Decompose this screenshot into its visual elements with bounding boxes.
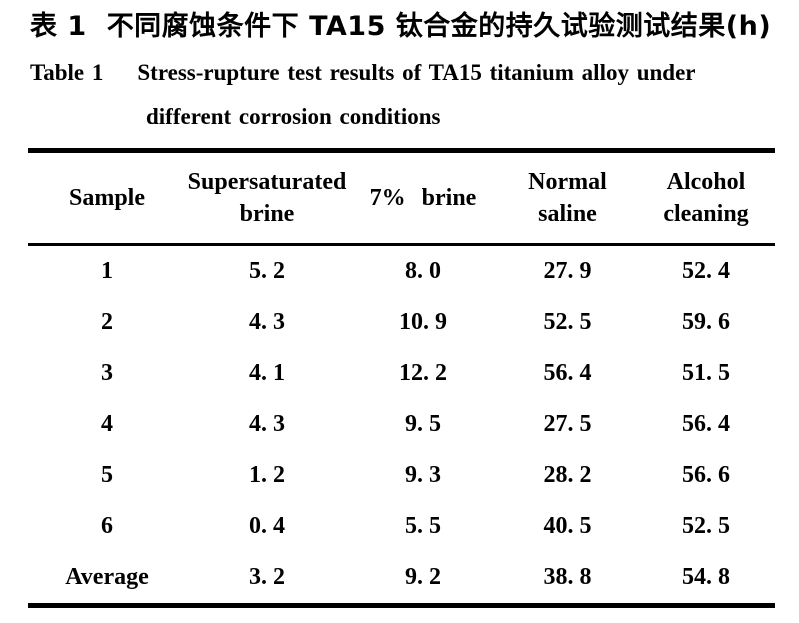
value-cell: 38. 8 xyxy=(543,564,592,590)
row-label-cell: 6 xyxy=(101,513,113,539)
value-cell: 40. 5 xyxy=(543,513,592,539)
value-cell: 0. 4 xyxy=(249,513,285,539)
row-label-cell: 3 xyxy=(101,360,113,386)
value-cell: 56. 4 xyxy=(543,360,592,386)
value-cell: 52. 5 xyxy=(543,309,592,335)
column-header-brine-7pct: 7% brine xyxy=(348,150,498,246)
row-label-cell: 2 xyxy=(101,309,113,335)
table-row: Average 3. 2 9. 2 38. 8 54. 8 xyxy=(28,552,775,606)
table-row: 5 1. 2 9. 3 28. 2 56. 6 xyxy=(28,450,775,501)
table-row: 6 0. 4 5. 5 40. 5 52. 5 xyxy=(28,501,775,552)
caption-chinese-label: 表 1 xyxy=(30,11,87,42)
row-label-cell: 4 xyxy=(101,411,113,437)
value-cell: 9. 2 xyxy=(405,564,441,590)
table-header-row: Sample Supersaturated brine 7% brine Normal s… xyxy=(28,150,775,246)
table-body: 1 5. 2 8. 0 27. 9 52. 4 2 4. 3 10. 9 52. 5 59. 6 3… xyxy=(28,245,775,606)
value-cell: 4. 1 xyxy=(249,360,285,386)
value-cell: 12. 2 xyxy=(399,360,447,386)
value-cell: 4. 3 xyxy=(249,309,285,335)
value-cell: 27. 5 xyxy=(543,411,592,437)
value-cell: 27. 9 xyxy=(543,258,592,284)
column-header-supersaturated-brine: Supersaturated brine xyxy=(186,150,348,246)
value-cell: 56. 4 xyxy=(682,411,730,437)
value-cell: 52. 5 xyxy=(682,513,730,539)
column-header-sample: Sample xyxy=(28,150,186,246)
value-cell: 9. 3 xyxy=(405,462,441,488)
caption-english-line2: different corrosion conditions xyxy=(146,104,441,129)
value-cell: 3. 2 xyxy=(249,564,285,590)
caption-english-title: Stress-rupture test results of TA15 tita… xyxy=(137,60,696,85)
value-cell: 56. 6 xyxy=(682,462,730,488)
value-cell: 5. 5 xyxy=(405,513,441,539)
table-row: 2 4. 3 10. 9 52. 5 59. 6 xyxy=(28,297,775,348)
row-label-cell: Average xyxy=(65,564,149,590)
value-cell: 1. 2 xyxy=(249,462,285,488)
column-header-alcohol-cleaning: Alcohol cleaning xyxy=(637,150,775,246)
value-cell: 59. 6 xyxy=(682,309,730,335)
row-label-cell: 5 xyxy=(101,462,113,488)
caption-chinese-title: 不同腐蚀条件下 TA15 钛合金的持久试验测试结果(h) xyxy=(106,11,772,42)
value-cell: 4. 3 xyxy=(249,411,285,437)
value-cell: 8. 0 xyxy=(405,258,441,284)
table-header: Sample Supersaturated brine 7% brine Normal s… xyxy=(28,150,775,246)
column-header-normal-saline: Normal saline xyxy=(498,150,637,246)
table-row: 3 4. 1 12. 2 56. 4 51. 5 xyxy=(28,348,775,399)
table-row: 4 4. 3 9. 5 27. 5 56. 4 xyxy=(28,399,775,450)
caption-english-label: Table 1 xyxy=(30,60,104,85)
caption-english-line1: Table 1 Stress-rupture test results of TA… xyxy=(30,58,799,88)
value-cell: 9. 5 xyxy=(405,411,441,437)
results-table: Sample Supersaturated brine 7% brine Normal s… xyxy=(28,148,775,608)
row-label-cell: 1 xyxy=(101,258,113,284)
table-row: 1 5. 2 8. 0 27. 9 52. 4 xyxy=(28,245,775,298)
value-cell: 52. 4 xyxy=(682,258,730,284)
value-cell: 54. 8 xyxy=(682,564,730,590)
table-caption: 表 1 不同腐蚀条件下 TA15 钛合金的持久试验测试结果(h) Table 1 S… xyxy=(0,0,799,132)
caption-chinese: 表 1 不同腐蚀条件下 TA15 钛合金的持久试验测试结果(h) xyxy=(30,10,799,44)
value-cell: 28. 2 xyxy=(543,462,592,488)
value-cell: 51. 5 xyxy=(682,360,730,386)
value-cell: 10. 9 xyxy=(399,309,447,335)
value-cell: 5. 2 xyxy=(249,258,285,284)
